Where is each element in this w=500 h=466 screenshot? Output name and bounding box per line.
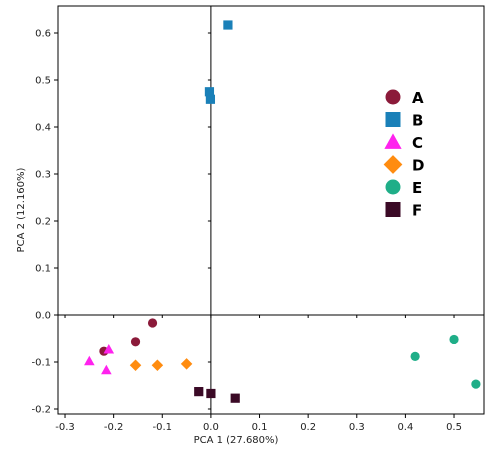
y-tick-label: 0.4 <box>35 123 51 134</box>
y-tick-label: 0.2 <box>35 217 51 228</box>
point-e <box>471 379 481 389</box>
point-b <box>223 20 233 30</box>
legend-marker-a <box>385 89 401 105</box>
point-a <box>147 318 158 328</box>
legend-label-d: D <box>412 157 424 175</box>
x-axis-label: PCA 1 (27.680%) <box>194 435 279 446</box>
legend-label-f: F <box>412 202 422 220</box>
x-tick-label: 0.2 <box>300 422 316 433</box>
legend-label-e: E <box>412 179 422 197</box>
y-tick-label: 0.1 <box>35 264 51 275</box>
x-tick-label: 0.5 <box>446 422 462 433</box>
x-tick-label: 0.3 <box>349 422 365 433</box>
point-b <box>204 87 215 97</box>
point-d <box>129 359 142 372</box>
y-tick-label: 0.3 <box>35 170 51 181</box>
point-e <box>449 334 459 345</box>
legend-marker-d <box>383 155 403 174</box>
point-a <box>130 337 141 347</box>
legend-label-a: A <box>412 89 424 107</box>
legend-marker-c <box>384 133 402 149</box>
data-points <box>84 20 481 403</box>
x-tick-label: -0.3 <box>55 422 75 433</box>
legend-marker-b <box>385 112 401 127</box>
zero-lines <box>58 6 484 414</box>
plot-frame <box>57 5 485 415</box>
y-tick-label: 0.5 <box>35 76 51 87</box>
legend-label-c: C <box>412 134 423 152</box>
point-f <box>194 387 204 397</box>
y-tick-label: -0.1 <box>31 358 51 369</box>
legend-marker-f <box>385 202 401 217</box>
x-tick-label: 0.1 <box>252 422 268 433</box>
y-tick-label: -0.2 <box>31 405 51 416</box>
x-tick-label: 0.4 <box>397 422 413 433</box>
axis-ticks: -0.3 -0.2 -0.1 0.0 0.1 0.2 0.3 0.4 0.5 -0.2 -0.1 0.… <box>31 29 461 434</box>
point-f <box>206 388 216 399</box>
point-c <box>103 344 115 354</box>
x-tick-label: -0.2 <box>104 422 124 433</box>
y-tick-label: 0.0 <box>35 311 51 322</box>
point-b <box>205 94 216 104</box>
point-d <box>180 358 193 370</box>
y-tick-label: 0.6 <box>35 29 51 40</box>
legend-label-b: B <box>412 112 423 130</box>
point-c <box>84 355 95 366</box>
y-axis-label: PCA 2 (12.160%) <box>16 167 27 252</box>
legend-marker-e <box>385 179 401 195</box>
point-e <box>410 351 420 361</box>
point-f <box>230 393 240 403</box>
x-tick-label: -0.1 <box>153 422 173 433</box>
x-tick-label: 0.0 <box>203 422 219 433</box>
point-d <box>151 359 164 372</box>
point-c <box>101 364 112 375</box>
